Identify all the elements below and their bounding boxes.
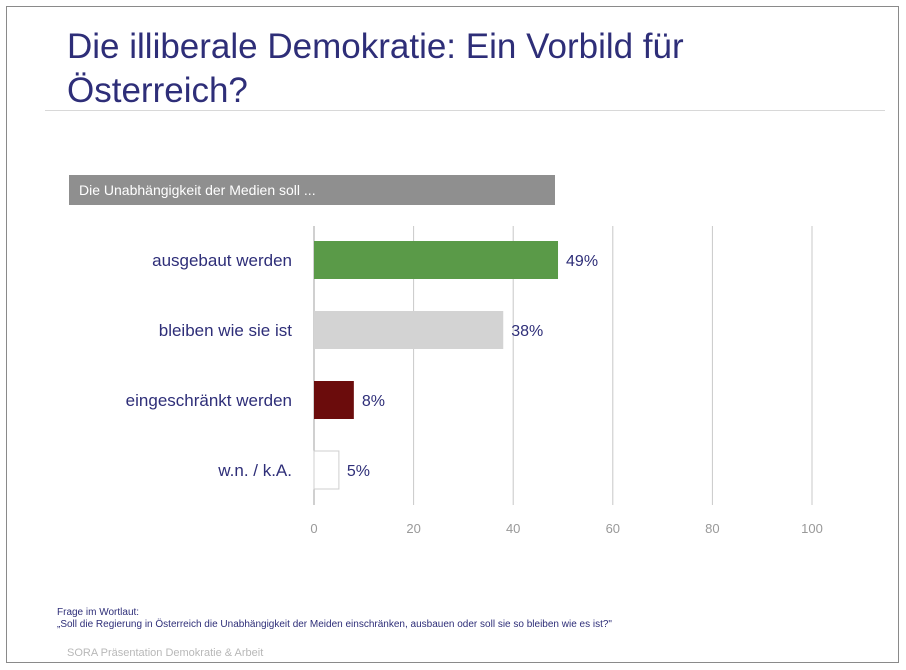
bar bbox=[314, 381, 354, 419]
question-banner: Die Unabhängigkeit der Medien soll ... bbox=[69, 175, 555, 205]
slide: Die illiberale Demokratie: Ein Vorbild f… bbox=[6, 6, 899, 663]
category-label: w.n. / k.A. bbox=[217, 461, 292, 480]
x-tick-label: 0 bbox=[310, 521, 317, 536]
x-tick-label: 40 bbox=[506, 521, 520, 536]
footer-label: Frage im Wortlaut: bbox=[57, 607, 140, 618]
x-tick-label: 100 bbox=[801, 521, 823, 536]
category-label: bleiben wie sie ist bbox=[159, 321, 293, 340]
category-label: eingeschränkt werden bbox=[126, 391, 292, 410]
category-label: ausgebaut werden bbox=[152, 251, 292, 270]
title-divider bbox=[45, 110, 885, 111]
bar bbox=[313, 450, 340, 490]
data-label: 38% bbox=[511, 323, 543, 340]
slide-title: Die illiberale Demokratie: Ein Vorbild f… bbox=[67, 27, 684, 110]
data-label: 5% bbox=[347, 463, 370, 480]
bar bbox=[314, 241, 559, 279]
x-tick-label: 80 bbox=[705, 521, 719, 536]
x-tick-label: 60 bbox=[606, 521, 620, 536]
bar bbox=[314, 311, 504, 349]
footer-question-text: „Soll die Regierung in Österreich die Un… bbox=[57, 619, 612, 630]
data-label: 8% bbox=[362, 393, 385, 410]
data-label: 49% bbox=[566, 253, 598, 270]
footer-source: SORA Präsentation Demokratie & Arbeit bbox=[67, 647, 264, 659]
x-tick-label: 20 bbox=[406, 521, 420, 536]
